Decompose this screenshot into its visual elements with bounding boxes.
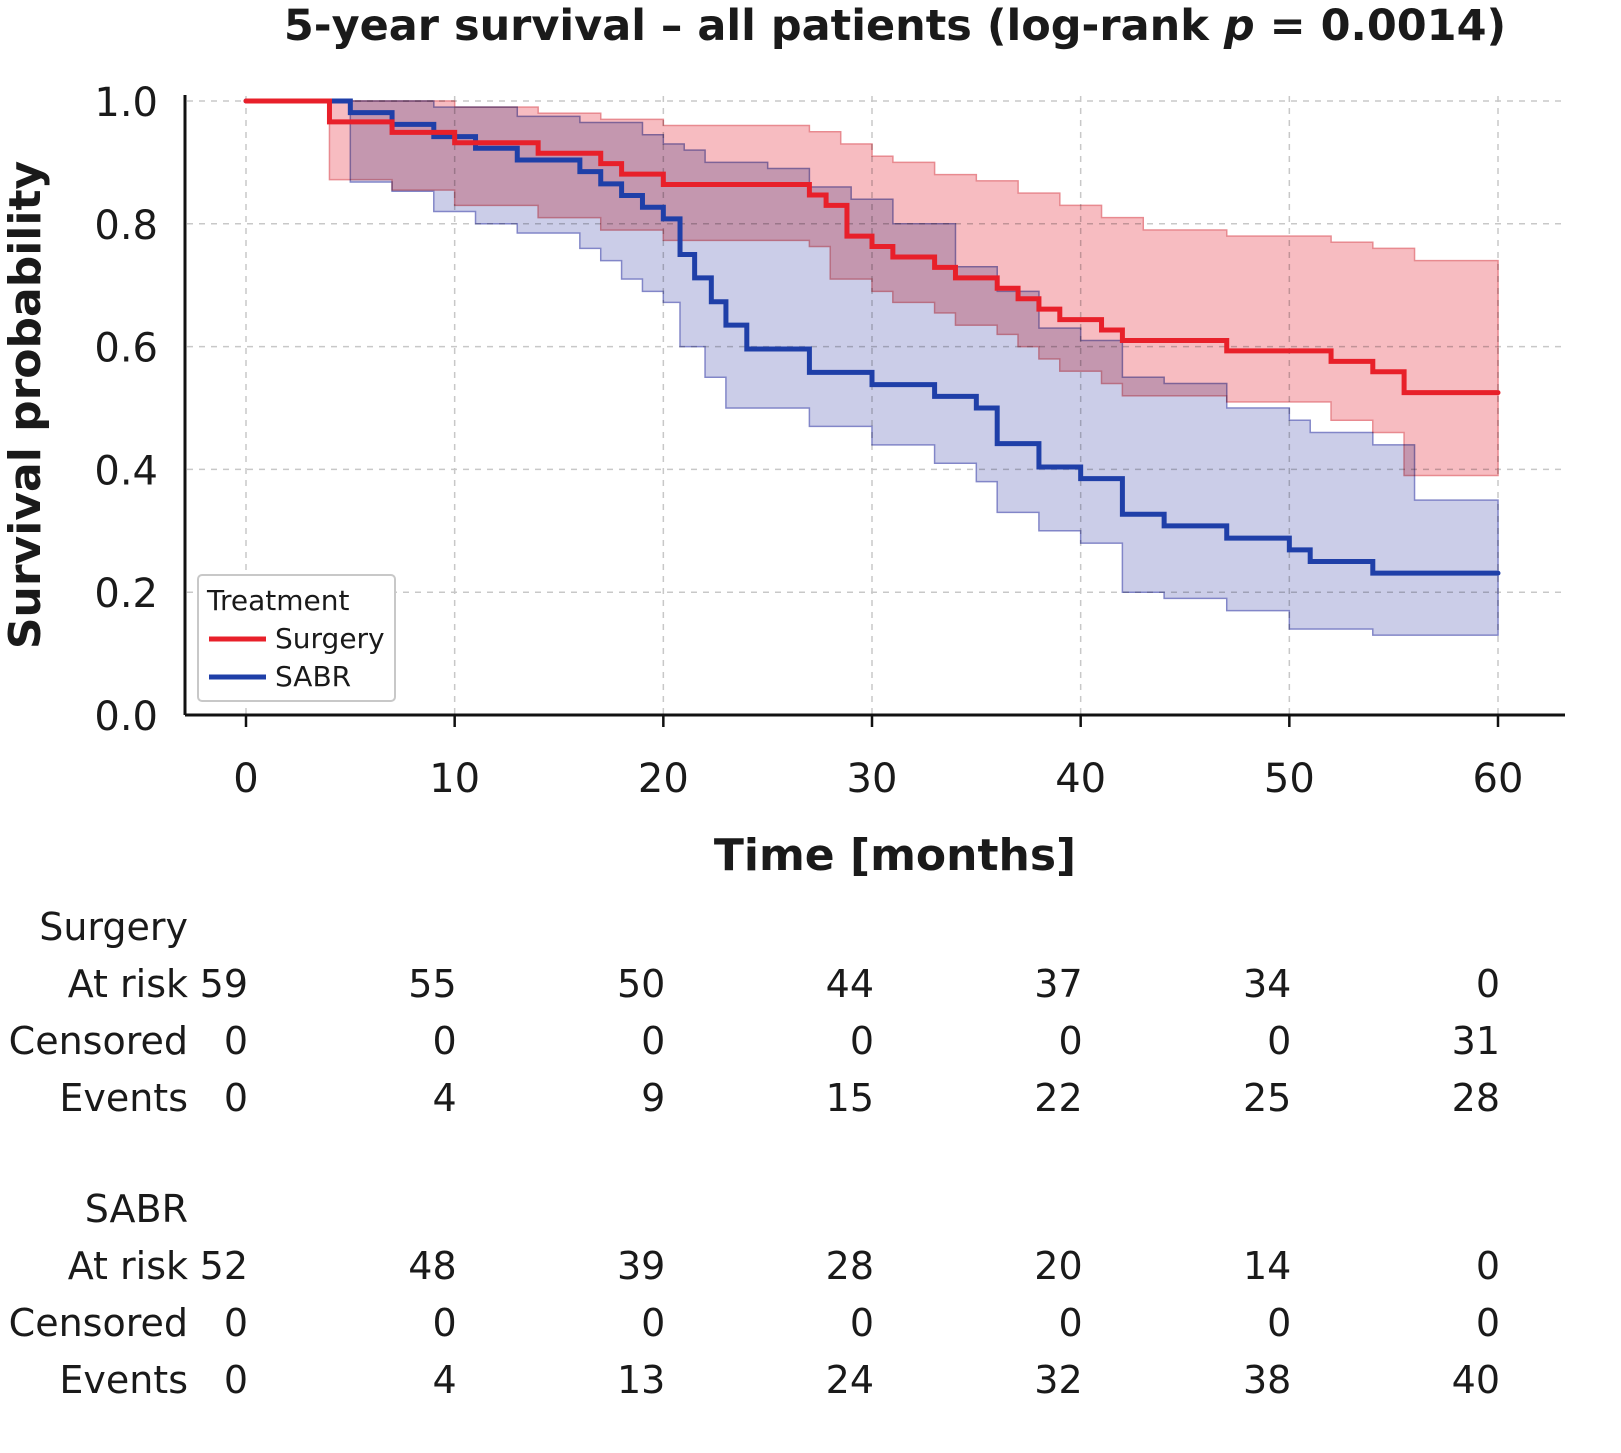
- risk-cell: 0: [224, 1019, 248, 1063]
- risk-row-label: Events: [59, 1076, 188, 1120]
- y-tick-label: 1.0: [94, 80, 158, 126]
- risk-cell: 22: [1034, 1076, 1082, 1120]
- risk-cell: 28: [1452, 1076, 1500, 1120]
- risk-cell: 4: [432, 1358, 456, 1402]
- risk-cell: 0: [1058, 1019, 1082, 1063]
- x-tick-label: 10: [429, 756, 480, 802]
- risk-cell: 37: [1034, 962, 1082, 1006]
- risk-cell: 9: [641, 1076, 665, 1120]
- x-tick-label: 30: [847, 756, 898, 802]
- risk-cell: 25: [1243, 1076, 1291, 1120]
- risk-row-label: Censored: [9, 1019, 188, 1063]
- y-tick-label: 0.6: [94, 326, 158, 372]
- y-tick-label: 0.2: [94, 571, 158, 617]
- risk-cell: 39: [617, 1244, 665, 1288]
- risk-cell: 0: [1058, 1301, 1082, 1345]
- legend-box: [197, 574, 396, 702]
- risk-cell: 0: [850, 1019, 874, 1063]
- confidence-bands: [328, 100, 1499, 636]
- risk-cell: 13: [617, 1358, 665, 1402]
- x-tick-label: 40: [1055, 756, 1106, 802]
- legend: Treatment Surgery SABR: [197, 574, 396, 702]
- y-ticks: 0.0 0.2 0.4 0.6 0.8 1.0: [94, 80, 158, 740]
- risk-row-label: Censored: [9, 1301, 188, 1345]
- y-tick-label: 0.4: [94, 448, 158, 494]
- risk-cell: 0: [850, 1301, 874, 1345]
- risk-cell: 15: [826, 1076, 874, 1120]
- risk-cell: 59: [200, 962, 248, 1006]
- x-tick-label: 20: [638, 756, 689, 802]
- risk-cell: 0: [432, 1301, 456, 1345]
- x-tick-label: 50: [1264, 756, 1315, 802]
- risk-cell: 0: [1476, 962, 1500, 1006]
- risk-cell: 20: [1034, 1244, 1082, 1288]
- risk-cell: 0: [1476, 1301, 1500, 1345]
- x-tick-label: 60: [1473, 756, 1524, 802]
- risk-cell: 0: [641, 1301, 665, 1345]
- risk-cell: 24: [826, 1358, 874, 1402]
- risk-row-label: At risk: [68, 962, 188, 1006]
- risk-cell: 0: [1267, 1301, 1291, 1345]
- risk-row-label: Events: [59, 1358, 188, 1402]
- risk-group-surgery: Surgery: [39, 905, 188, 949]
- legend-entry-sabr: SABR: [275, 660, 351, 693]
- risk-cell: 52: [200, 1244, 248, 1288]
- risk-cell: 48: [408, 1244, 456, 1288]
- risk-cell: 0: [224, 1076, 248, 1120]
- risk-row-label: At risk: [68, 1244, 188, 1288]
- y-tick-label: 0.0: [94, 694, 158, 740]
- risk-group-sabr: SABR: [85, 1187, 188, 1231]
- risk-cell: 34: [1243, 962, 1291, 1006]
- x-ticks: 0 10 20 30 40 50 60: [233, 715, 1523, 802]
- risk-cell: 50: [617, 962, 665, 1006]
- risk-cell: 0: [1476, 1244, 1500, 1288]
- ci-band-sabr: [349, 100, 1499, 636]
- x-axis-label: Time [months]: [714, 830, 1076, 881]
- risk-cell: 0: [224, 1301, 248, 1345]
- survival-curves: [243, 98, 1501, 576]
- y-axis-label: Survival probability: [0, 161, 51, 649]
- survival-curve-sabr: [243, 98, 1501, 576]
- risk-cell: 44: [826, 962, 874, 1006]
- risk-cell: 0: [224, 1358, 248, 1402]
- y-tick-label: 0.8: [94, 203, 158, 249]
- x-tick-label: 0: [233, 756, 258, 802]
- risk-cell: 38: [1243, 1358, 1291, 1402]
- survival-curve-surgery: [243, 98, 1501, 396]
- risk-cell: 32: [1034, 1358, 1082, 1402]
- risk-cell: 0: [641, 1019, 665, 1063]
- legend-title: Treatment: [206, 584, 349, 617]
- risk-cell: 4: [432, 1076, 456, 1120]
- legend-entry-surgery: Surgery: [275, 622, 385, 655]
- risk-cell: 55: [408, 962, 456, 1006]
- risk-cell: 0: [1267, 1019, 1291, 1063]
- risk-cell: 40: [1452, 1358, 1500, 1402]
- risk-cell: 31: [1452, 1019, 1500, 1063]
- risk-cell: 28: [826, 1244, 874, 1288]
- risk-cell: 14: [1243, 1244, 1291, 1288]
- chart-title: 5-year survival – all patients (log-rank…: [284, 1, 1506, 51]
- risk-cell: 0: [432, 1019, 456, 1063]
